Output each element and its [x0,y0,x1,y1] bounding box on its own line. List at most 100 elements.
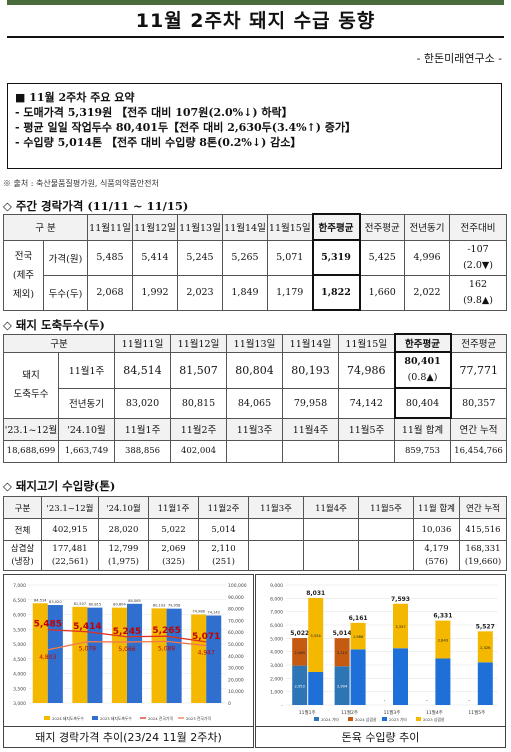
table-cell: 16,454,766 [450,439,508,463]
price-label-2023: 5,066 [118,646,135,653]
bar-2024-other [292,665,308,705]
table-header: 11월3주 [248,496,304,519]
bar-2024-slaughter [191,614,207,703]
cell-main: 4,179 [424,543,449,554]
table-cell: 12,799 (1,975) [98,540,149,571]
table-header: 11월13일 [177,213,223,241]
table-cell [248,540,304,571]
table-cell: 10,036 [413,518,460,541]
bar-2023-belly [308,597,324,672]
y-tick-label-right: 60,000 [228,630,244,636]
table-cell: 177,481 (22,561) [41,540,99,571]
cell-sub: (325) [162,556,185,567]
cell-sub: (576) [425,556,448,567]
y-tick-label-left: 5,000 [13,642,26,648]
table-cell: 388,856 [114,439,172,463]
bar-2023-slaughter [127,603,143,703]
table-header: 11월5주 [358,496,414,519]
legend-swatch [348,717,353,721]
table-cell-highlight: 5,319 [311,239,361,276]
table-header: 11월2주 [170,417,228,441]
table-cell: 402,915 [41,518,99,541]
bar-2024-other [334,666,350,705]
source-note: ※ 출처 : 축산물품질평가원, 식품의약품안전처 [3,179,159,188]
legend-swatch [314,717,319,721]
table-cell: 859,753 [394,439,452,463]
table-header: 11월 합계 [394,417,452,441]
table-cell: 79,958 [282,387,340,419]
table-header: 11월 합계 [413,496,460,519]
empty-marker: - [468,698,470,704]
table-cell: 80,804 [226,351,284,389]
bar-2023-other [477,662,493,705]
y-tick-label-left: 4,500 [13,657,26,663]
row-group-label: 돼지 도축두수 [3,351,59,419]
segment-label: 2,904 [337,685,348,689]
price-chart-panel: 7,000 6,500 6,000 5,500 5,000 4,500 4,000 3,500… [3,574,254,748]
table-cell: 74,142 [338,387,396,419]
price-label-2023: 5,079 [79,646,96,653]
segment-label: 2,326 [480,646,491,650]
cell-main: 2,069 [161,543,186,554]
table-cell: 83,020 [114,387,172,419]
y-tick-label-right: 90,000 [228,595,244,601]
page-title: 11월 2주차 돼지 수급 동향 [7,6,504,38]
table-cell: 1,992 [132,274,178,311]
diff-value: 162 [468,278,488,290]
cell-sub: (251) [212,556,235,567]
price-label-2023: 4,803 [39,654,56,661]
segment-label: 2,953 [295,684,305,688]
total-label-2023: 7,593 [391,596,410,603]
x-tick-label: 11월4주 [426,709,443,716]
table-cell: 168,331 (19,660) [459,540,507,571]
table-header: '23.1~12월 [3,417,59,441]
cell-main: 177,481 [52,543,88,554]
line-2024-price [47,629,207,643]
table-cell: 5,265 [222,239,268,276]
bar-label: 81,507 [74,602,87,606]
y-tick-label-left: 6,000 [13,613,26,619]
bar-label: 74,986 [192,610,205,614]
section-title-auction-price: ◇ 주간 경락가격 (11/11 ~ 11/15) [3,199,189,213]
table-header: '24.10월 [98,496,149,519]
bar-label: 74,142 [207,611,220,615]
y-tick-label: 7,000 [270,610,283,616]
bar-2023-other [308,671,324,705]
cell-main: 12,799 [108,543,139,554]
y-tick-label: 8,000 [270,596,283,602]
table-cell [338,439,396,463]
segment-label: 1,986 [353,635,364,639]
legend-label: 2024 돼지도축두수 [52,716,84,721]
row-label: 전년동기 [57,387,116,419]
segment-label: 5,554 [311,634,322,638]
y-tick-label-right: 30,000 [228,666,244,672]
table-cell: 84,065 [226,387,284,419]
bar-label: 80,804 [113,603,126,607]
table-header: 전년동기 [404,213,450,241]
y-tick-label-left: 3,000 [13,701,26,707]
table-cell: 5,022 [148,518,199,541]
table-header: 전주대비 [449,213,507,241]
price-label-2024: 5,265 [152,626,180,636]
y-tick-label-left: 4,000 [13,672,26,678]
row-label: 11월1주 [57,351,116,389]
table-header: 11월3주 [226,417,284,441]
bar-label: 79,958 [168,604,181,608]
table-cell: 5,425 [359,239,405,276]
summary-heading: ■ 11월 2주차 주요 요약 [15,91,135,104]
slaughter-table: 구분 11월11일 11월12일 11월13일 11월14일 11월15일 한주… [2,333,508,463]
cell-main: 168,331 [465,543,501,554]
table-header: 11월4주 [282,417,340,441]
table-cell: 2,022 [404,274,450,311]
table-header: 연간 누적 [450,417,508,441]
price-label-2024: 5,485 [34,620,62,630]
bar-2023-other [435,658,451,705]
y-tick-label-right: 20,000 [228,677,244,683]
import-chart-panel: 9,000 8,000 7,000 6,000 5,000 4,000 3,000 2,000… [255,574,506,748]
import-table: 구분 '23.1~12월 '24.10월 11월1주 11월2주 11월3주 1… [3,496,507,571]
table-cell: 80,357 [450,387,508,419]
y-tick-label: - [281,704,283,709]
legend-label: 2024 삼겹살 [355,717,377,722]
segment-label: 2,843 [438,639,448,643]
table-cell-highlight: 80,404 [393,387,452,419]
